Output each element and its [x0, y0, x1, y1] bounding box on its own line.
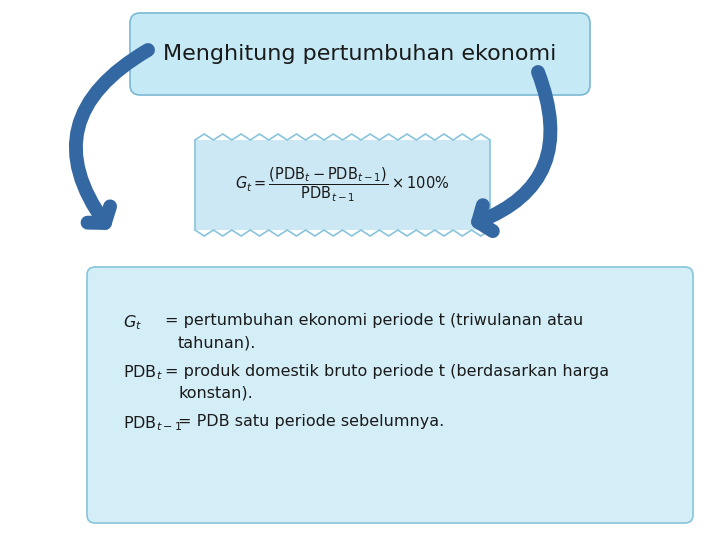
- FancyBboxPatch shape: [130, 13, 590, 95]
- Text: tahunan).: tahunan).: [178, 335, 256, 350]
- Text: $\mathrm{PDB}_{t-1}$: $\mathrm{PDB}_{t-1}$: [123, 414, 182, 433]
- Text: = produk domestik bruto periode t (berdasarkan harga: = produk domestik bruto periode t (berda…: [165, 363, 609, 379]
- Text: konstan).: konstan).: [178, 386, 253, 401]
- Text: $G_t$: $G_t$: [123, 313, 142, 332]
- Text: Menghitung pertumbuhan ekonomi: Menghitung pertumbuhan ekonomi: [163, 44, 557, 64]
- FancyBboxPatch shape: [195, 140, 490, 230]
- Text: = PDB satu periode sebelumnya.: = PDB satu periode sebelumnya.: [178, 414, 444, 429]
- Text: $G_t = \dfrac{(\mathrm{PDB}_t - \mathrm{PDB}_{t-1})}{\mathrm{PDB}_{t-1}} \times : $G_t = \dfrac{(\mathrm{PDB}_t - \mathrm{…: [235, 166, 450, 204]
- Text: $\mathrm{PDB}_t$: $\mathrm{PDB}_t$: [123, 363, 163, 382]
- Text: = pertumbuhan ekonomi periode t (triwulanan atau: = pertumbuhan ekonomi periode t (triwula…: [165, 313, 583, 328]
- FancyBboxPatch shape: [87, 267, 693, 523]
